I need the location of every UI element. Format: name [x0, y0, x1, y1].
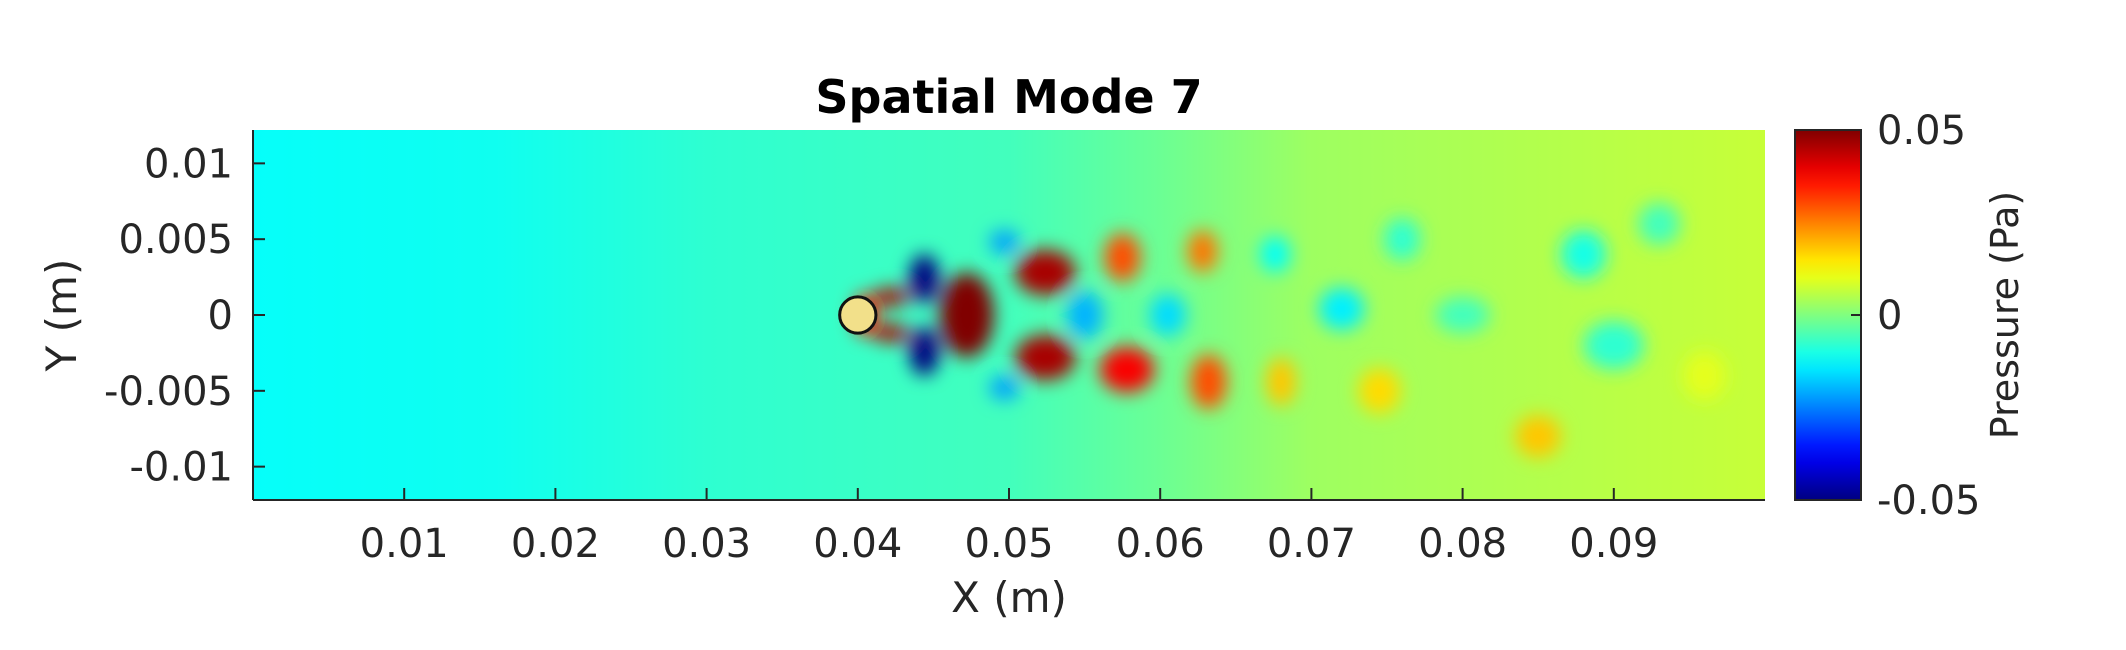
y-tick-label: 0.005: [118, 217, 233, 263]
plot-area: [252, 130, 1765, 501]
pressure-blob: [989, 375, 1020, 400]
pressure-blob: [1015, 249, 1076, 296]
pressure-blob: [1435, 296, 1490, 334]
pressure-blob: [1383, 217, 1421, 261]
pressure-blob: [872, 287, 910, 306]
pressure-blob: [1149, 293, 1186, 337]
x-axis-ticks: 0.01 0.02 0.03 0.04 0.05 0.06 0.07 0.08 0.09: [360, 488, 1658, 567]
y-tick-label: -0.005: [104, 369, 233, 415]
x-tick-label: 0.02: [511, 521, 600, 567]
x-tick-label: 0.09: [1569, 521, 1658, 567]
pressure-blob: [939, 272, 994, 358]
colorbar-tick-label: 0.05: [1877, 108, 1966, 154]
pressure-blob: [872, 324, 910, 343]
pressure-blob: [1560, 230, 1607, 279]
y-tick-label: -0.01: [130, 445, 234, 491]
x-tick-label: 0.04: [813, 521, 902, 567]
colorbar: 0.05 0 -0.05 Pressure (Pa): [1794, 108, 2027, 524]
y-axis-ticks: 0.01 0.005 0 -0.005 -0.01: [104, 141, 265, 491]
pressure-blob: [1266, 357, 1297, 406]
cylinder-outline: [838, 295, 878, 335]
pressure-blob: [1187, 230, 1218, 273]
pressure-blob: [1066, 290, 1103, 340]
x-tick-label: 0.08: [1418, 521, 1507, 567]
colorbar-tick-label: -0.05: [1877, 478, 1981, 524]
pressure-blob: [1515, 415, 1561, 458]
pressure-blob: [1637, 202, 1681, 246]
pressure-blob: [1099, 346, 1155, 393]
pressure-blob: [1358, 368, 1401, 414]
x-tick-label: 0.03: [662, 521, 751, 567]
pressure-field-background: [253, 130, 1765, 500]
pressure-blob: [1015, 334, 1076, 381]
x-tick-label: 0.06: [1116, 521, 1205, 567]
pressure-field-features: [853, 202, 1726, 458]
pressure-blob: [909, 327, 940, 376]
pressure-blob: [1190, 354, 1227, 410]
colorbar-ticks: 0.05 0 -0.05: [1851, 108, 1981, 524]
pressure-blob: [1318, 287, 1365, 331]
pressure-blob: [909, 254, 940, 303]
cylinder-body: [838, 295, 878, 335]
x-tick-label: 0.05: [964, 521, 1053, 567]
pressure-blob: [1259, 236, 1291, 273]
pressure-blob: [989, 230, 1020, 255]
x-axis-label: X (m): [951, 573, 1067, 622]
chart-title: Spatial Mode 7: [815, 70, 1202, 124]
pressure-blob: [1104, 233, 1141, 282]
colorbar-label: Pressure (Pa): [1983, 191, 2027, 439]
y-axis-label: Y (m): [37, 259, 86, 373]
colorbar-tick-label: 0: [1877, 293, 1902, 339]
pressure-blob: [1583, 321, 1645, 370]
x-tick-label: 0.01: [360, 521, 449, 567]
x-tick-label: 0.07: [1267, 521, 1356, 567]
y-tick-label: 0: [208, 293, 233, 339]
colorbar-scale: [1794, 129, 1862, 501]
pressure-blob: [1683, 351, 1726, 400]
y-tick-label: 0.01: [144, 141, 233, 187]
